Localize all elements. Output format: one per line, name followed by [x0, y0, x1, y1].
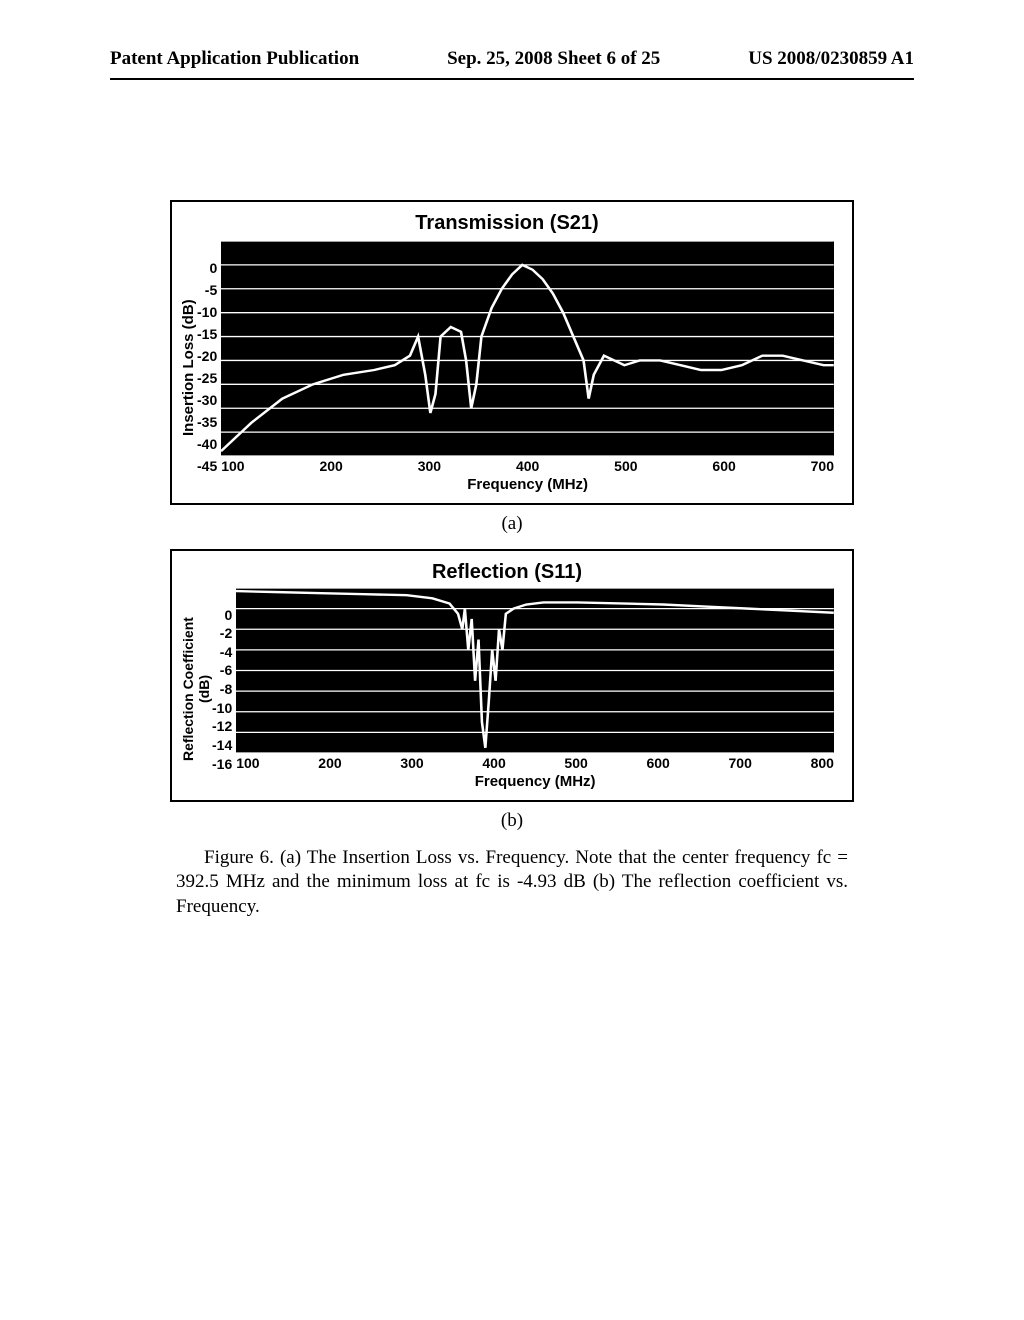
ytick: -10 [197, 304, 217, 320]
ytick: -8 [212, 681, 232, 697]
header-right: US 2008/0230859 A1 [748, 48, 914, 70]
ytick: -4 [212, 644, 232, 660]
ytick: -30 [197, 392, 217, 408]
chart-b-ylabel: Reflection Coefficient (dB) [180, 607, 212, 772]
xtick: 200 [318, 755, 341, 771]
page-header: Patent Application Publication Sep. 25, … [0, 48, 1024, 70]
chart-transmission: Transmission (S21) Insertion Loss (dB) 0… [170, 200, 854, 505]
figure-caption: Figure 6. (a) The Insertion Loss vs. Fre… [170, 846, 854, 919]
xtick: 200 [319, 458, 342, 474]
xtick: 300 [418, 458, 441, 474]
xtick: 100 [236, 755, 259, 771]
ytick: -40 [197, 436, 217, 452]
ytick: -15 [197, 326, 217, 342]
chart-b-xticks: 100 200 300 400 500 600 700 800 [236, 753, 834, 773]
chart-a-title: Transmission (S21) [180, 212, 834, 235]
header-rule [110, 78, 914, 80]
ytick: -2 [212, 625, 232, 641]
ytick: -6 [212, 662, 232, 678]
figure-content: Transmission (S21) Insertion Loss (dB) 0… [170, 200, 854, 919]
xtick: 700 [729, 755, 752, 771]
chart-b-title: Reflection (S11) [180, 561, 834, 584]
chart-a-xlabel: Frequency (MHz) [221, 476, 834, 493]
ytick: -5 [197, 282, 217, 298]
xtick: 400 [516, 458, 539, 474]
chart-b-sublabel: (b) [170, 810, 854, 832]
ytick: -25 [197, 370, 217, 386]
header-center: Sep. 25, 2008 Sheet 6 of 25 [447, 48, 660, 70]
ytick: -35 [197, 414, 217, 430]
ytick: -12 [212, 718, 232, 734]
chart-b-xlabel: Frequency (MHz) [236, 773, 834, 790]
xtick: 500 [614, 458, 637, 474]
xtick: 600 [646, 755, 669, 771]
chart-reflection: Reflection (S11) Reflection Coefficient … [170, 549, 854, 802]
xtick: 800 [811, 755, 834, 771]
xtick: 100 [221, 458, 244, 474]
chart-a-sublabel: (a) [170, 513, 854, 535]
ytick: -16 [212, 756, 232, 772]
ytick: -14 [212, 737, 232, 753]
ytick: 0 [197, 260, 217, 276]
ytick: -20 [197, 348, 217, 364]
xtick: 600 [712, 458, 735, 474]
header-left: Patent Application Publication [110, 48, 359, 70]
chart-a-ylabel: Insertion Loss (dB) [180, 260, 197, 475]
chart-a-plot [221, 241, 834, 456]
ytick: -10 [212, 700, 232, 716]
chart-b-plot [236, 588, 834, 753]
ytick: 0 [212, 607, 232, 623]
xtick: 500 [564, 755, 587, 771]
chart-a-xticks: 100 200 300 400 500 600 700 [221, 456, 834, 476]
chart-b-yticks: 0 -2 -4 -6 -8 -10 -12 -14 -16 [212, 607, 236, 772]
chart-a-yticks: 0 -5 -10 -15 -20 -25 -30 -35 -40 -45 [197, 260, 221, 475]
caption-text: Figure 6. (a) The Insertion Loss vs. Fre… [176, 847, 848, 917]
xtick: 400 [482, 755, 505, 771]
xtick: 700 [811, 458, 834, 474]
xtick: 300 [400, 755, 423, 771]
ytick: -45 [197, 458, 217, 474]
